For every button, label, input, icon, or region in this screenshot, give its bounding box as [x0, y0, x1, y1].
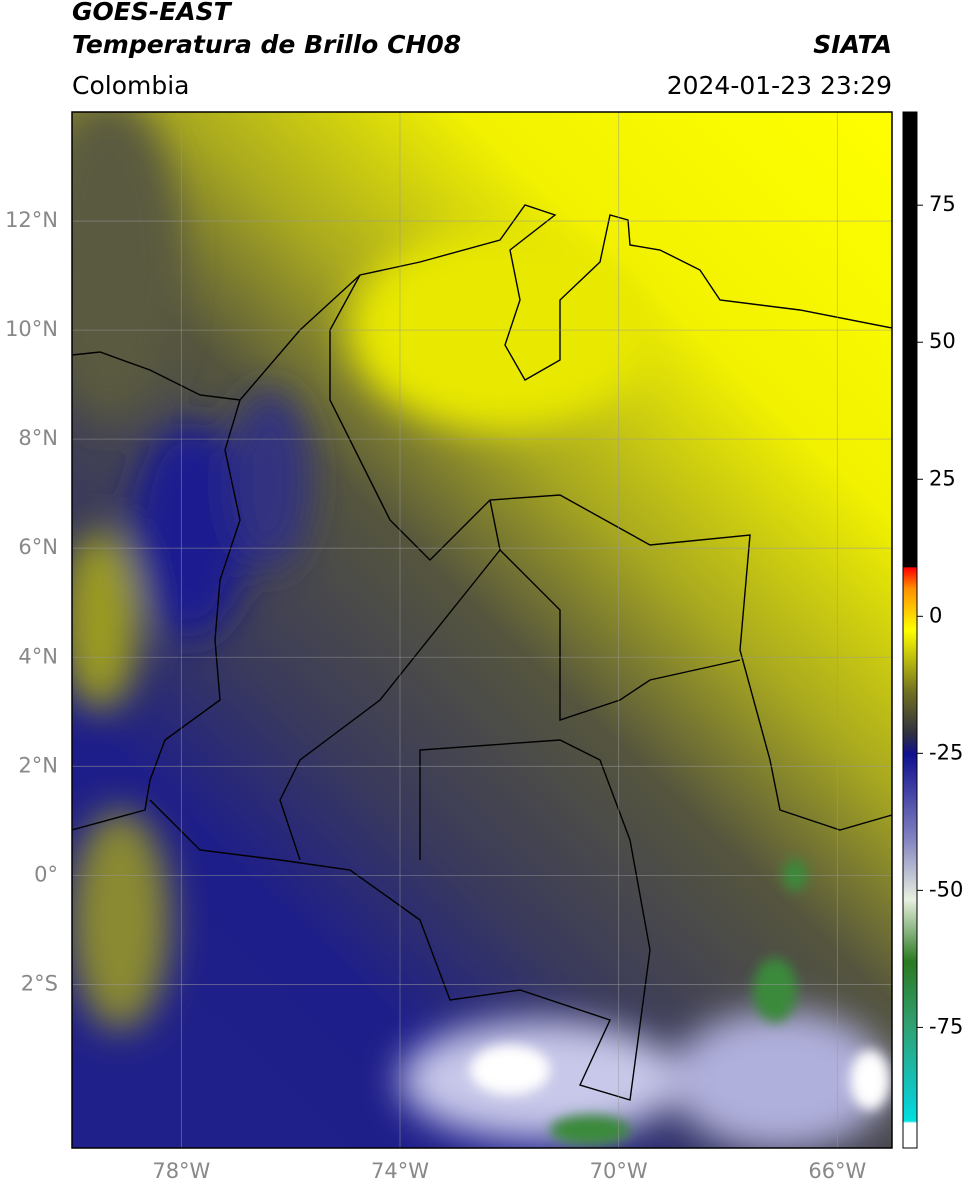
x-tick-label: 66°W — [808, 1159, 866, 1183]
colorbar-tick-label: -75 — [929, 1014, 963, 1038]
colorbar-tick-label: -25 — [929, 740, 963, 764]
x-tick-label: 74°W — [371, 1159, 429, 1183]
colorbar-tick-label: 75 — [929, 192, 956, 216]
colorbar-tick-label: 0 — [929, 603, 942, 627]
y-tick-label: 10°N — [5, 317, 58, 341]
y-tick-label: 12°N — [5, 208, 58, 232]
colorbar — [902, 111, 918, 1149]
y-tick-label: 6°N — [18, 535, 58, 559]
y-tick-label: 2°S — [21, 971, 58, 995]
colorbar-tick-label: -50 — [929, 877, 963, 901]
satellite-image — [72, 112, 892, 1148]
title: GOES-EAST — [72, 0, 233, 26]
colorbar-tick-label: 25 — [929, 466, 956, 490]
y-tick-label: 8°N — [18, 426, 58, 450]
y-tick-label: 0° — [34, 862, 58, 886]
region: Colombia — [72, 71, 189, 100]
x-tick-label: 70°W — [590, 1159, 648, 1183]
colorbar-tick-label: 50 — [929, 329, 956, 353]
source: SIATA — [813, 30, 892, 59]
y-tick-label: 4°N — [18, 644, 58, 668]
datetime: 2024-01-23 23:29 — [667, 71, 892, 100]
x-tick-label: 78°W — [152, 1159, 210, 1183]
y-tick-label: 2°N — [18, 753, 58, 777]
subtitle: Temperatura de Brillo CH08 — [72, 30, 461, 59]
map-frame — [71, 111, 893, 1149]
